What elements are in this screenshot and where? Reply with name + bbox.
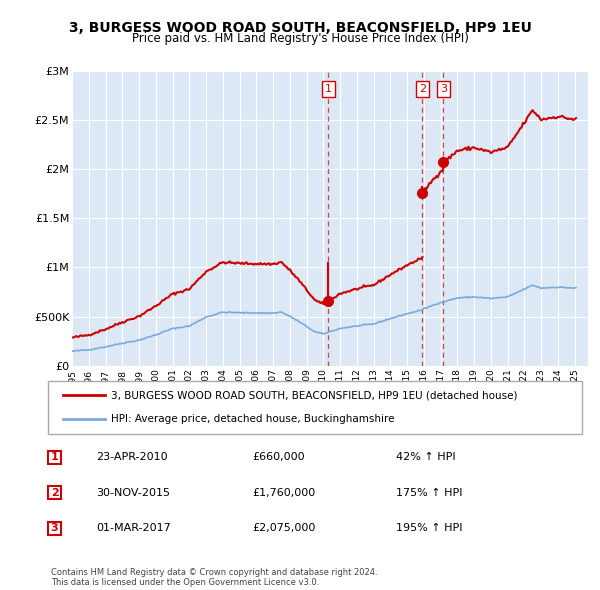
Text: 195% ↑ HPI: 195% ↑ HPI (396, 523, 463, 533)
Text: 30-NOV-2015: 30-NOV-2015 (96, 488, 170, 497)
Text: £1,760,000: £1,760,000 (252, 488, 315, 497)
Text: £2,075,000: £2,075,000 (252, 523, 316, 533)
Text: £660,000: £660,000 (252, 453, 305, 462)
Text: 2: 2 (419, 84, 426, 94)
Text: 3: 3 (440, 84, 447, 94)
Text: 3: 3 (51, 523, 58, 533)
Text: 2: 2 (51, 488, 58, 497)
Text: HPI: Average price, detached house, Buckinghamshire: HPI: Average price, detached house, Buck… (111, 414, 395, 424)
Text: 3, BURGESS WOOD ROAD SOUTH, BEACONSFIELD, HP9 1EU (detached house): 3, BURGESS WOOD ROAD SOUTH, BEACONSFIELD… (111, 391, 517, 401)
Text: Price paid vs. HM Land Registry's House Price Index (HPI): Price paid vs. HM Land Registry's House … (131, 32, 469, 45)
Text: 1: 1 (325, 84, 332, 94)
Text: 3, BURGESS WOOD ROAD SOUTH, BEACONSFIELD, HP9 1EU: 3, BURGESS WOOD ROAD SOUTH, BEACONSFIELD… (68, 21, 532, 35)
Text: 42% ↑ HPI: 42% ↑ HPI (396, 453, 455, 462)
Text: Contains HM Land Registry data © Crown copyright and database right 2024.
This d: Contains HM Land Registry data © Crown c… (51, 568, 377, 587)
Text: 23-APR-2010: 23-APR-2010 (96, 453, 167, 462)
Text: 01-MAR-2017: 01-MAR-2017 (96, 523, 171, 533)
Text: 1: 1 (51, 453, 58, 462)
Text: 175% ↑ HPI: 175% ↑ HPI (396, 488, 463, 497)
